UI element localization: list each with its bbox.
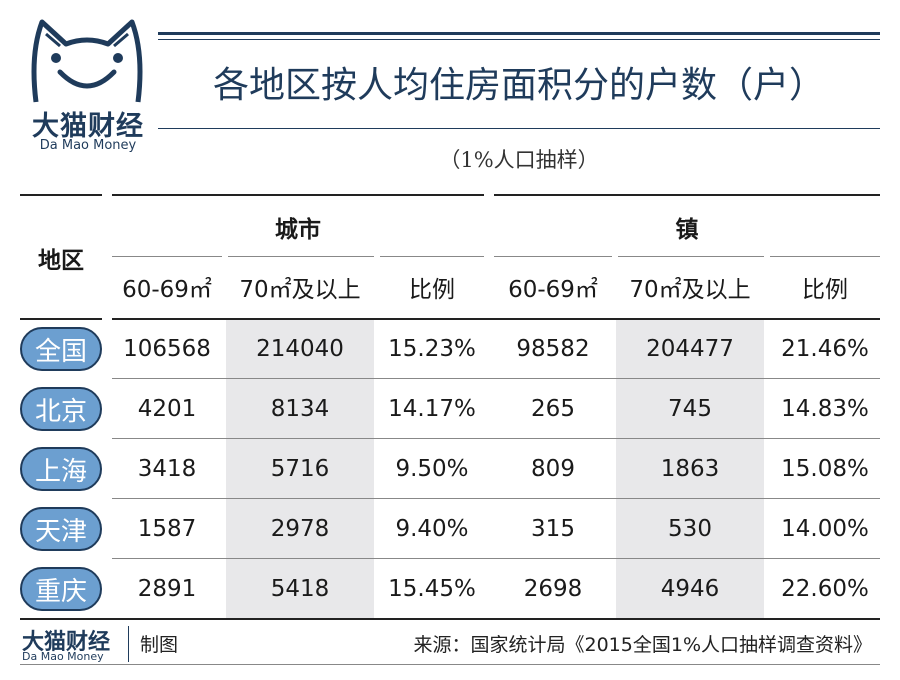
footer-source: 来源：国家统计局《2015全国1%人口抽样调查资料》 <box>413 634 873 656</box>
cell-city-60: 2891 <box>137 576 197 602</box>
footer-brand-cn: 大猫财经 <box>22 630 111 655</box>
cell-town-60: 98582 <box>516 336 590 362</box>
cell-town-70: 4946 <box>660 576 720 602</box>
col-town-ratio: 比例 <box>802 277 848 303</box>
header-bottom-rule <box>158 128 880 129</box>
cell-city-70: 5418 <box>270 576 330 602</box>
group-rule-town-3 <box>770 256 880 257</box>
cell-city-70: 214040 <box>256 336 344 362</box>
row-rule <box>112 438 880 439</box>
region-pill: 北京 <box>20 387 102 431</box>
region-header: 地区 <box>38 248 84 274</box>
row-rule <box>112 558 880 559</box>
cell-city-60: 4201 <box>137 396 197 422</box>
row-rule <box>112 378 880 379</box>
cell-town-70: 530 <box>668 516 712 542</box>
table-top-rule-town <box>494 194 880 196</box>
footer-bottom-rule <box>20 664 880 665</box>
group-rule-city-2 <box>228 256 374 257</box>
cell-town-70: 1863 <box>660 456 720 482</box>
cell-city-60: 106568 <box>123 336 211 362</box>
col-town-60: 60-69㎡ <box>508 277 598 303</box>
cell-town-60: 265 <box>531 396 575 422</box>
header-bottom-rule-left <box>20 318 102 320</box>
group-town-header: 镇 <box>675 217 699 243</box>
region-pill: 天津 <box>20 507 102 551</box>
cat-logo-icon <box>31 19 143 103</box>
cell-town-ratio: 15.08% <box>781 456 869 482</box>
page-subtitle: （1%人口抽样） <box>439 148 599 172</box>
cell-town-70: 204477 <box>646 336 734 362</box>
cell-city-ratio: 9.40% <box>395 516 469 542</box>
brand-logo: 大猫财经 Da Mao Money <box>18 14 148 153</box>
group-rule-city-3 <box>380 256 484 257</box>
cell-town-60: 315 <box>531 516 575 542</box>
cell-city-ratio: 15.23% <box>388 336 476 362</box>
footer-brand-en: Da Mao Money <box>22 650 104 663</box>
col-city-ratio: 比例 <box>409 277 455 303</box>
header-bottom-rule-data <box>112 318 880 320</box>
cell-city-60: 1587 <box>137 516 197 542</box>
col-town-70: 70㎡及以上 <box>629 277 751 303</box>
page-title: 各地区按人均住房面积分的户数（户） <box>212 65 825 106</box>
cell-city-70: 2978 <box>270 516 330 542</box>
col-city-60: 60-69㎡ <box>122 277 212 303</box>
cell-town-ratio: 14.00% <box>781 516 869 542</box>
region-pill: 上海 <box>20 447 102 491</box>
cell-city-ratio: 9.50% <box>395 456 469 482</box>
footer-separator <box>128 626 129 662</box>
cell-town-ratio: 22.60% <box>781 576 869 602</box>
footer-made-by: 制图 <box>140 634 179 656</box>
group-city-header: 城市 <box>275 217 321 243</box>
cell-city-ratio: 15.45% <box>388 576 476 602</box>
cell-town-ratio: 21.46% <box>781 336 869 362</box>
col-city-70: 70㎡及以上 <box>239 277 361 303</box>
group-rule-town <box>494 256 612 257</box>
table-top-rule-city <box>112 194 484 196</box>
brand-name-en: Da Mao Money <box>39 138 137 153</box>
table-bottom-rule <box>20 618 880 620</box>
brand-name-cn: 大猫财经 <box>32 111 144 142</box>
table-top-rule-left <box>20 194 102 196</box>
cell-city-70: 8134 <box>270 396 330 422</box>
shade-city-70 <box>226 320 374 618</box>
cell-town-60: 2698 <box>523 576 583 602</box>
group-rule-city <box>112 256 222 257</box>
cell-town-60: 809 <box>531 456 575 482</box>
cell-city-60: 3418 <box>137 456 197 482</box>
cell-town-ratio: 14.83% <box>781 396 869 422</box>
region-pill: 重庆 <box>20 567 102 611</box>
cell-city-ratio: 14.17% <box>388 396 476 422</box>
row-rule <box>112 498 880 499</box>
group-rule-town-2 <box>618 256 764 257</box>
header-top-rule <box>158 32 880 35</box>
shade-town-70 <box>616 320 764 618</box>
cell-city-70: 5716 <box>270 456 330 482</box>
region-pill: 全国 <box>20 327 102 371</box>
header-top-rule-thin <box>158 39 880 40</box>
cell-town-70: 745 <box>668 396 712 422</box>
